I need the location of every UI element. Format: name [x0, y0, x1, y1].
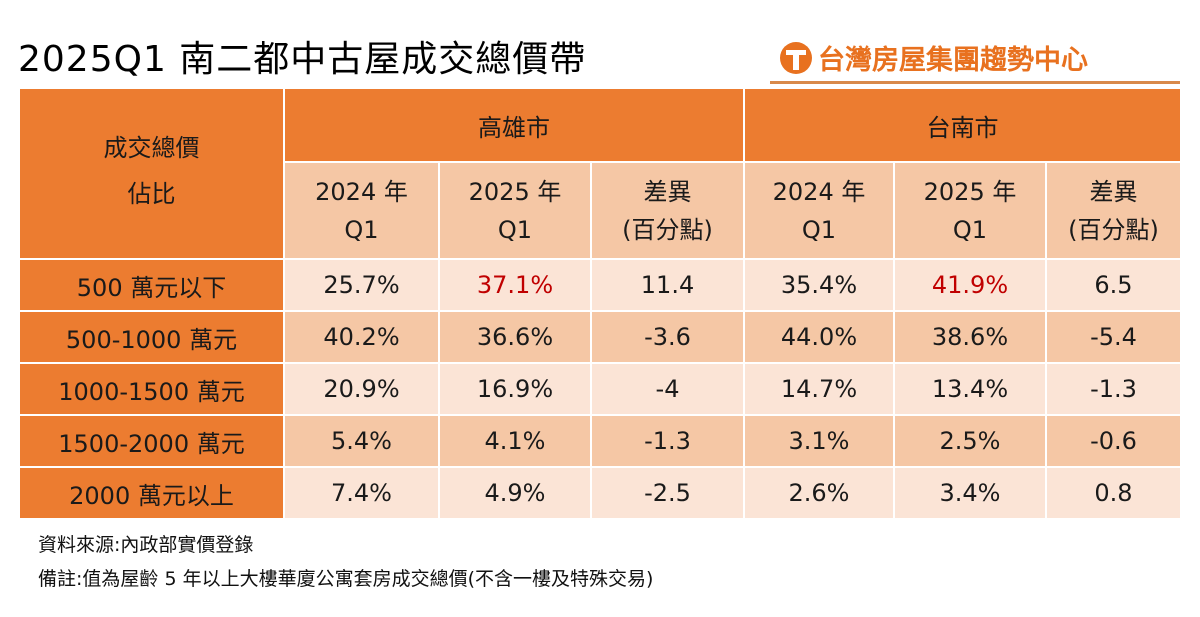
table-cell: 7.4% — [283, 466, 440, 520]
table-cell: -1.3 — [1045, 362, 1182, 416]
city-header-tainan: 台南市 — [743, 87, 1182, 163]
row-label: 2000 萬元以上 — [18, 466, 285, 520]
subheader-line2: Q1 — [801, 215, 837, 244]
table-cell: 41.9% — [893, 258, 1047, 312]
table-cell: 3.4% — [893, 466, 1047, 520]
table-cell: 5.4% — [283, 414, 440, 468]
page-title: 2025Q1 南二都中古屋成交總價帶 — [18, 39, 587, 80]
column-subheader: 差異 (百分點) — [1045, 161, 1182, 260]
table-row: 500 萬元以下 25.7% 37.1% 11.4 35.4% 41.9% 6.5 — [18, 258, 1182, 312]
table-cell: 37.1% — [438, 258, 592, 312]
column-subheader: 2025 年 Q1 — [893, 161, 1047, 260]
subheader-line2: (百分點) — [622, 215, 713, 244]
table-cell: 4.9% — [438, 466, 592, 520]
column-subheader: 差異 (百分點) — [590, 161, 745, 260]
subheader-line1: 2024 年 — [772, 177, 866, 206]
subheader-line1: 2025 年 — [923, 177, 1017, 206]
subheader-line1: 2024 年 — [315, 177, 408, 206]
subheader-line1: 2025 年 — [468, 177, 562, 206]
table-row: 2000 萬元以上 7.4% 4.9% -2.5 2.6% 3.4% 0.8 — [18, 466, 1182, 520]
subheader-line2: Q1 — [497, 215, 533, 244]
corner-header: 成交總價 佔比 — [18, 87, 285, 260]
table-cell: 35.4% — [743, 258, 895, 312]
source-note: 資料來源:內政部實價登錄 — [38, 534, 254, 556]
table-cell: 2.5% — [893, 414, 1047, 468]
table-cell: -5.4 — [1045, 310, 1182, 364]
table-row: 500-1000 萬元 40.2% 36.6% -3.6 44.0% 38.6% -5.4 — [18, 310, 1182, 364]
table-row: 1000-1500 萬元 20.9% 16.9% -4 14.7% 13.4% -1.3 — [18, 362, 1182, 416]
table-cell: 6.5 — [1045, 258, 1182, 312]
table-cell: 25.7% — [283, 258, 440, 312]
table-cell: 20.9% — [283, 362, 440, 416]
price-band-table: 成交總價 佔比 高雄市 台南市 2024 年 Q1 2025 年 Q1 差異 (百分點) 2… — [18, 87, 1182, 520]
footnotes: 資料來源:內政部實價登錄 備註:值為屋齡 5 年以上大樓華廈公寓套房成交總價(不… — [38, 528, 653, 596]
table-cell: 3.1% — [743, 414, 895, 468]
table-row: 1500-2000 萬元 5.4% 4.1% -1.3 3.1% 2.5% -0.6 — [18, 414, 1182, 468]
subheader-line1: 差異 — [643, 177, 692, 206]
column-subheader: 2024 年 Q1 — [283, 161, 440, 260]
table-cell: 2.6% — [743, 466, 895, 520]
table-cell: 16.9% — [438, 362, 592, 416]
subheader-line2: Q1 — [952, 215, 988, 244]
row-label: 500 萬元以下 — [18, 258, 285, 312]
table-cell: 14.7% — [743, 362, 895, 416]
subheader-line2: Q1 — [344, 215, 379, 244]
brand-underline — [770, 81, 1180, 84]
table-cell: -1.3 — [590, 414, 745, 468]
table-cell: 11.4 — [590, 258, 745, 312]
subheader-line2: (百分點) — [1068, 215, 1159, 244]
table-cell: 13.4% — [893, 362, 1047, 416]
row-label: 1000-1500 萬元 — [18, 362, 285, 416]
city-header-kaohsiung: 高雄市 — [283, 87, 745, 163]
table-cell: 4.1% — [438, 414, 592, 468]
brand-name: 台灣房屋集團趨勢中心 — [818, 45, 1088, 76]
t-logo-icon — [780, 41, 812, 74]
table-cell: -0.6 — [1045, 414, 1182, 468]
corner-label-line1: 成交總價 — [103, 134, 200, 162]
remark-note: 備註:值為屋齡 5 年以上大樓華廈公寓套房成交總價(不含一樓及特殊交易) — [38, 568, 654, 590]
corner-label-line2: 佔比 — [127, 180, 176, 208]
column-subheader: 2024 年 Q1 — [743, 161, 895, 260]
table-cell: 38.6% — [893, 310, 1047, 364]
subheader-line1: 差異 — [1089, 177, 1138, 206]
table-cell: -2.5 — [590, 466, 745, 520]
row-label: 1500-2000 萬元 — [18, 414, 285, 468]
brand-logo: 台灣房屋集團趨勢中心 — [780, 38, 1088, 77]
table-cell: 44.0% — [743, 310, 895, 364]
table-cell: -3.6 — [590, 310, 745, 364]
row-label: 500-1000 萬元 — [18, 310, 285, 364]
table-cell: 0.8 — [1045, 466, 1182, 520]
table-cell: 36.6% — [438, 310, 592, 364]
table-cell: -4 — [590, 362, 745, 416]
table-cell: 40.2% — [283, 310, 440, 364]
column-subheader: 2025 年 Q1 — [438, 161, 592, 260]
